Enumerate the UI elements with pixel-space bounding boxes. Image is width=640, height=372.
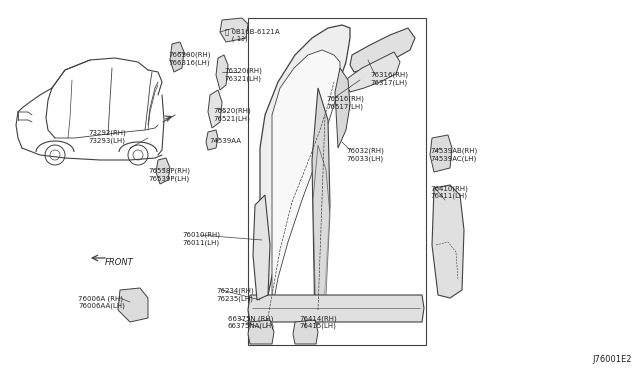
- Polygon shape: [253, 195, 270, 300]
- Text: 76316(RH)
76317(LH): 76316(RH) 76317(LH): [370, 72, 408, 86]
- Polygon shape: [156, 158, 170, 184]
- Text: 66375N (RH)
66375NA(LH): 66375N (RH) 66375NA(LH): [228, 315, 275, 329]
- Polygon shape: [430, 135, 452, 172]
- Bar: [248, 18, 426, 345]
- Text: 76320(RH)
76321(LH): 76320(RH) 76321(LH): [224, 68, 262, 82]
- Polygon shape: [170, 42, 184, 72]
- Polygon shape: [216, 55, 228, 90]
- Polygon shape: [208, 90, 222, 128]
- Text: 766300(RH)
766316(LH): 766300(RH) 766316(LH): [168, 52, 211, 66]
- Polygon shape: [335, 68, 350, 148]
- Polygon shape: [272, 50, 340, 310]
- Text: 76006A (RH)
76006AA(LH): 76006A (RH) 76006AA(LH): [78, 295, 125, 309]
- Polygon shape: [432, 185, 464, 298]
- Text: 76410(RH)
76411(LH): 76410(RH) 76411(LH): [430, 185, 468, 199]
- Text: 74539AA: 74539AA: [209, 138, 241, 144]
- Polygon shape: [248, 320, 274, 344]
- Text: 76234(RH)
76235(LH): 76234(RH) 76235(LH): [216, 288, 253, 302]
- Polygon shape: [220, 18, 248, 42]
- Polygon shape: [118, 288, 148, 322]
- Polygon shape: [312, 88, 330, 330]
- Text: FRONT: FRONT: [105, 258, 134, 267]
- Polygon shape: [346, 52, 400, 92]
- Text: Ⓢ 0B16B-6121A
   ( 1∂): Ⓢ 0B16B-6121A ( 1∂): [225, 28, 280, 42]
- Text: 76010(RH)
76011(LH): 76010(RH) 76011(LH): [182, 232, 220, 246]
- Polygon shape: [293, 320, 318, 344]
- Text: 76032(RH)
76033(LH): 76032(RH) 76033(LH): [346, 148, 384, 162]
- Polygon shape: [248, 295, 424, 322]
- Polygon shape: [350, 28, 415, 72]
- Text: J76001E2: J76001E2: [593, 355, 632, 364]
- Text: 76538P(RH)
76539P(LH): 76538P(RH) 76539P(LH): [148, 168, 190, 182]
- Polygon shape: [313, 145, 330, 330]
- Text: 73292(RH)
73293(LH): 73292(RH) 73293(LH): [88, 130, 125, 144]
- Text: 76516(RH)
76517(LH): 76516(RH) 76517(LH): [326, 96, 364, 110]
- Text: 76414(RH)
76415(LH): 76414(RH) 76415(LH): [299, 315, 337, 329]
- Polygon shape: [206, 130, 218, 150]
- Text: 74539AB(RH)
74539AC(LH): 74539AB(RH) 74539AC(LH): [430, 148, 477, 162]
- Polygon shape: [260, 25, 350, 330]
- Text: 76520(RH)
76521(LH): 76520(RH) 76521(LH): [213, 108, 251, 122]
